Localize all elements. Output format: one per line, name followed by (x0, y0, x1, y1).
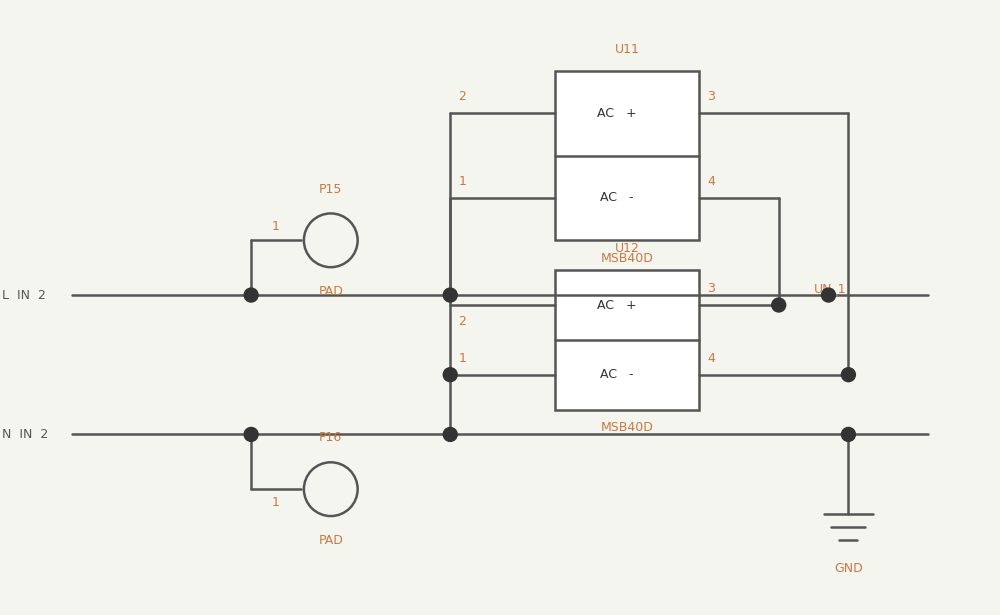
Text: 3: 3 (707, 282, 715, 295)
Text: P16: P16 (319, 431, 342, 445)
Circle shape (841, 368, 855, 382)
Circle shape (443, 427, 457, 442)
Bar (555, 71, 699, 240)
Text: 1: 1 (458, 352, 466, 365)
Text: P15: P15 (319, 183, 342, 196)
Text: 4: 4 (707, 175, 715, 188)
Text: L  IN  2: L IN 2 (2, 288, 46, 301)
Text: MSB40D: MSB40D (600, 421, 653, 434)
Text: AC   +: AC + (597, 107, 637, 120)
Circle shape (244, 427, 258, 442)
Circle shape (772, 298, 786, 312)
Text: AC   +: AC + (597, 298, 637, 312)
Text: AC   -: AC - (600, 191, 634, 205)
Text: 2: 2 (458, 315, 466, 328)
Circle shape (244, 288, 258, 302)
Text: 3: 3 (707, 90, 715, 103)
Circle shape (443, 288, 457, 302)
Text: GND: GND (834, 562, 863, 575)
Text: 2: 2 (458, 90, 466, 103)
Text: U11: U11 (614, 43, 639, 56)
Text: 4: 4 (707, 352, 715, 365)
Text: 1: 1 (458, 175, 466, 188)
Circle shape (841, 427, 855, 442)
Text: N  IN  2: N IN 2 (2, 428, 49, 441)
Circle shape (443, 368, 457, 382)
Text: AC   -: AC - (600, 368, 634, 381)
Text: UN_1: UN_1 (814, 282, 846, 295)
Text: MSB40D: MSB40D (600, 252, 653, 265)
Text: 1: 1 (272, 220, 280, 233)
Text: PAD: PAD (318, 285, 343, 298)
Bar (555, 270, 699, 410)
Circle shape (822, 288, 835, 302)
Text: 1: 1 (272, 496, 280, 509)
Text: U12: U12 (614, 242, 639, 255)
Text: PAD: PAD (318, 534, 343, 547)
